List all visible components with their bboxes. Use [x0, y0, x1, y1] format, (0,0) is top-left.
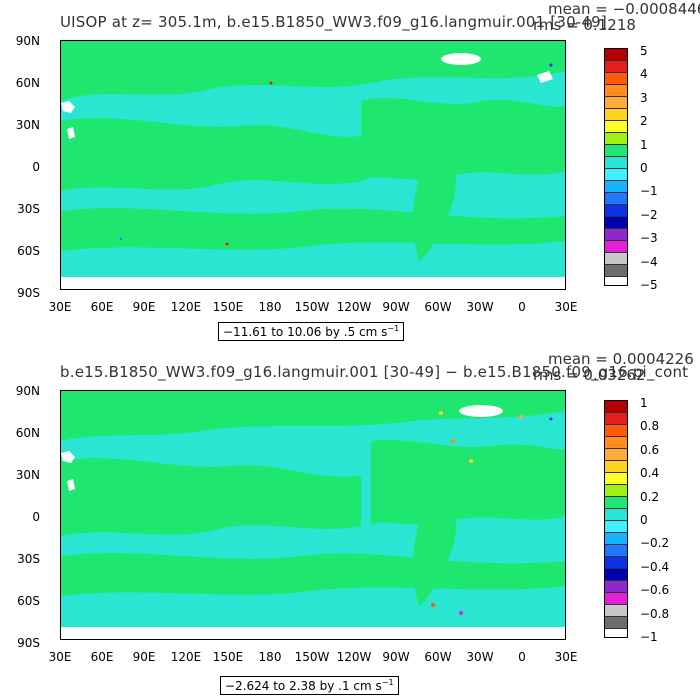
- lon-label: 180: [258, 300, 282, 314]
- lat-label: 0: [32, 510, 40, 524]
- colorbar-label: 0: [640, 513, 648, 527]
- lat-label: 30S: [17, 202, 40, 216]
- lat-label: 60N: [15, 426, 40, 440]
- colorbar: [604, 48, 628, 286]
- colorbar-label: 4: [640, 67, 648, 81]
- lon-label: 120W: [336, 300, 372, 314]
- lon-label: 60W: [424, 300, 452, 314]
- colorbar-label: 0.2: [640, 490, 660, 504]
- lon-label: 90W: [382, 650, 410, 664]
- lon-label: 30E: [48, 650, 72, 664]
- map-plot-area: [60, 40, 566, 290]
- colorbar-label: −4: [640, 255, 658, 269]
- lon-label: 90E: [132, 300, 156, 314]
- colorbar-label: 1: [640, 138, 648, 152]
- map-plot-area: [60, 390, 566, 640]
- colorbar-label: −1: [640, 630, 658, 644]
- mean-label: mean = 0.0004226: [548, 350, 694, 368]
- lat-label: 90N: [15, 384, 40, 398]
- colorbar-label: −3: [640, 231, 658, 245]
- lon-label: 30W: [466, 650, 494, 664]
- lon-label: 30E: [48, 300, 72, 314]
- contour-range-label: −11.61 to 10.06 by .5 cm s−1: [218, 322, 405, 341]
- lat-label: 90S: [17, 636, 40, 650]
- colorbar-label: −2: [640, 208, 658, 222]
- lat-label: 30N: [15, 468, 40, 482]
- lon-label: 120E: [170, 300, 202, 314]
- map-panel-top: UISOP at z= 305.1m, b.e15.B1850_WW3.f09_…: [15, 0, 700, 341]
- lat-label: 60N: [15, 76, 40, 90]
- colorbar-label: −5: [640, 278, 658, 292]
- lon-label: 150E: [212, 300, 244, 314]
- lon-label: 150W: [294, 650, 330, 664]
- lon-label: 30E: [554, 300, 578, 314]
- panel-title: b.e15.B1850_WW3.f09_g16.langmuir.001 [30…: [60, 363, 689, 381]
- contour-range-label: −2.624 to 2.38 by .1 cm s−1: [220, 676, 399, 695]
- lat-label: 60S: [17, 594, 40, 608]
- colorbar-label: 0.4: [640, 466, 660, 480]
- map-panel-bottom: b.e15.B1850_WW3.f09_g16.langmuir.001 [30…: [0, 350, 700, 700]
- lon-label: 60E: [90, 300, 114, 314]
- lat-label: 0: [32, 160, 40, 174]
- lon-label: 60W: [424, 650, 452, 664]
- mean-label: mean = −0.0008446: [548, 0, 700, 18]
- lon-label: 0: [518, 650, 526, 664]
- lat-label: 30S: [17, 552, 40, 566]
- colorbar-label: 3: [640, 91, 648, 105]
- colorbar-label: −0.2: [640, 536, 670, 550]
- colorbar-label: −0.8: [640, 607, 670, 621]
- colorbar-label: 2: [640, 114, 648, 128]
- colorbar-label: 1: [640, 396, 648, 410]
- rms-label: rms = 0.03262: [533, 366, 646, 384]
- lon-label: 0: [518, 300, 526, 314]
- lon-label: 180: [258, 650, 282, 664]
- colorbar-label: 0.8: [640, 419, 660, 433]
- lon-label: 120E: [170, 650, 202, 664]
- lon-label: 90W: [382, 300, 410, 314]
- colorbar-label: −0.6: [640, 583, 670, 597]
- colorbar-label: −1: [640, 184, 658, 198]
- lat-label: 90N: [15, 34, 40, 48]
- lat-label: 60S: [17, 244, 40, 258]
- lon-label: 150E: [212, 650, 244, 664]
- panel-title: UISOP at z= 305.1m, b.e15.B1850_WW3.f09_…: [60, 13, 607, 31]
- rms-label: rms = 0.1218: [533, 16, 636, 34]
- lon-label: 120W: [336, 650, 372, 664]
- ocean-field-map: [61, 41, 565, 289]
- lon-label: 90E: [132, 650, 156, 664]
- lat-label: 30N: [15, 118, 40, 132]
- colorbar-label: 5: [640, 44, 648, 58]
- colorbar-label: 0: [640, 161, 648, 175]
- lon-label: 60E: [90, 650, 114, 664]
- colorbar: [604, 400, 628, 638]
- difference-field-map: [61, 391, 565, 639]
- lat-label: 90S: [17, 286, 40, 300]
- lon-label: 30W: [466, 300, 494, 314]
- colorbar-label: −0.4: [640, 560, 670, 574]
- lon-label: 150W: [294, 300, 330, 314]
- lon-label: 30E: [554, 650, 578, 664]
- colorbar-label: 0.6: [640, 443, 660, 457]
